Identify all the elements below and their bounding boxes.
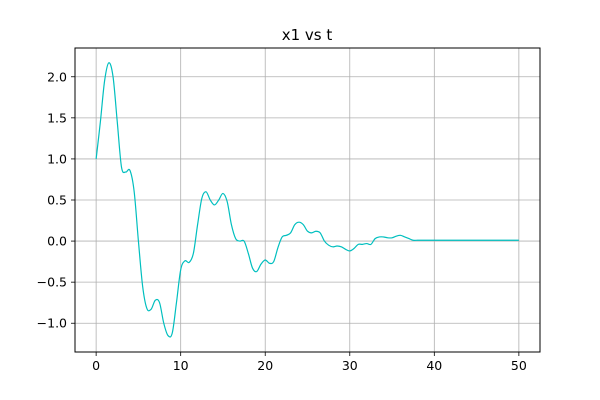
y-tick-label: 0.0 xyxy=(47,234,67,249)
x-tick-label: 50 xyxy=(511,358,527,373)
y-tick-label: −0.5 xyxy=(37,275,67,290)
x-tick-label: 20 xyxy=(257,358,273,373)
y-tick-label: −1.0 xyxy=(37,316,67,331)
grid xyxy=(75,48,540,352)
y-tick-label: 1.0 xyxy=(47,151,67,166)
series-layer xyxy=(95,62,519,338)
x-tick-label: 40 xyxy=(426,358,442,373)
y-tick-label: 2.0 xyxy=(47,69,67,84)
y-tick-label: 0.5 xyxy=(47,193,67,208)
y-tick-label: 1.5 xyxy=(47,110,67,125)
x-tick-label: 10 xyxy=(173,358,189,373)
chart-title: x1 vs t xyxy=(282,26,333,44)
y-axis: −1.0 −0.5 0.0 0.5 1.0 1.5 2.0 xyxy=(37,69,75,331)
x-axis: 0 10 20 30 40 50 xyxy=(92,352,527,373)
x-tick-label: 30 xyxy=(342,358,358,373)
series-line-x1 xyxy=(95,62,519,338)
x-tick-label: 0 xyxy=(92,358,100,373)
